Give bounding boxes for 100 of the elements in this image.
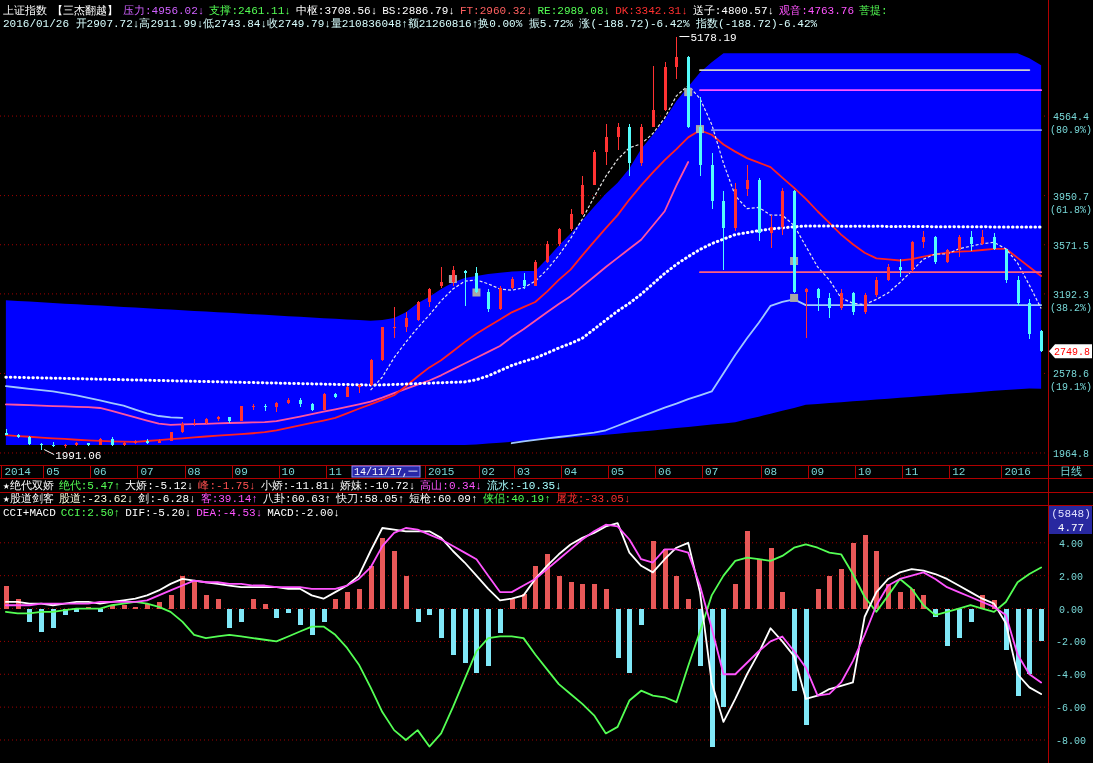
y-tick-label: -4.00 <box>1055 670 1087 682</box>
text: 客:39.14↑ <box>200 492 258 505</box>
bar <box>51 609 56 628</box>
bar <box>427 609 432 615</box>
note: 4.77 <box>1057 522 1085 534</box>
bar <box>674 576 679 609</box>
y-tick-label: 3950.7 (61.8%) <box>1049 191 1093 216</box>
bar <box>239 609 244 622</box>
bar <box>322 609 327 622</box>
x-tick-label: 02 <box>481 466 495 478</box>
x-tick-label: 10 <box>281 466 295 478</box>
y-tick-label: -8.00 <box>1055 735 1087 747</box>
bar <box>851 543 856 609</box>
text: 流水:-10.35↓ <box>486 479 562 492</box>
bar <box>39 609 44 632</box>
annotation: 中枢:3708.56↓ <box>295 4 378 17</box>
bar <box>945 609 950 646</box>
x-tick-label: 11 <box>328 466 343 478</box>
bar <box>569 582 574 609</box>
annotation: RE:2989.08↓ <box>537 5 611 17</box>
x-tick-label: 07 <box>140 466 154 478</box>
bar <box>721 609 726 707</box>
annotation: 菩提: <box>859 4 888 17</box>
bar <box>557 576 562 609</box>
note: 1991.06 <box>55 449 102 462</box>
bar <box>298 609 303 625</box>
bar <box>498 609 503 633</box>
text: 大娇:-5.12↓ <box>125 479 194 492</box>
bar <box>251 599 256 609</box>
text: 上证指数 <box>3 4 47 17</box>
y-tick-label: 3192.3 (38.2%) <box>1049 289 1093 314</box>
text: 娇妹:-10.72↓ <box>340 480 416 492</box>
bar <box>616 609 621 658</box>
bar <box>474 609 479 673</box>
bar <box>274 609 279 618</box>
bar <box>604 589 609 609</box>
annotation: 支撑:2461.11↓ <box>209 4 291 17</box>
x-tick-label: 04 <box>563 466 578 478</box>
bar <box>357 589 362 609</box>
annotation: DK:3342.31↓ <box>615 5 688 17</box>
bar <box>545 554 550 609</box>
bar <box>522 594 527 609</box>
bar <box>663 549 668 609</box>
bar <box>263 604 268 609</box>
text: 绝代:5.47↑ <box>58 480 121 492</box>
text: ★绝代双娇 <box>3 480 54 492</box>
x-tick-label: 2014 <box>4 466 32 478</box>
note: 2749.8 <box>1054 347 1090 359</box>
bar <box>486 609 491 666</box>
bar <box>804 609 809 725</box>
text: ★股道剑客 <box>3 492 54 505</box>
bar <box>816 589 821 609</box>
bar <box>98 609 103 612</box>
x-tick-label: 2015 <box>427 466 455 478</box>
bar <box>792 609 797 691</box>
x-tick-label: 05 <box>46 466 60 478</box>
bar <box>416 609 421 622</box>
text: 侠侣:40.19↑ <box>482 493 551 505</box>
y-tick-label: 0.00 <box>1058 604 1084 616</box>
text: 快刀:58.05↑ <box>335 492 405 505</box>
annotation: 压力:4956.02↓ <box>123 4 205 17</box>
chart-title: CCI+MACD <box>3 507 57 519</box>
bar <box>863 535 868 609</box>
bar <box>345 592 350 609</box>
bar <box>592 584 597 609</box>
note: 5178.19 <box>690 31 737 44</box>
legend: DIF:-5.20↓ <box>125 507 192 519</box>
bar <box>827 576 832 609</box>
bar <box>510 599 515 609</box>
text: 高山:0.34↓ <box>420 479 482 492</box>
y-tick-label: -6.00 <box>1055 703 1087 715</box>
bar <box>169 595 174 609</box>
y-tick-label: 3571.5 <box>1052 240 1090 252</box>
legend: DEA:-4.53↓ <box>196 507 263 519</box>
bar <box>451 609 456 655</box>
x-tick-label: 12 <box>952 466 966 478</box>
text: 峰:-1.75↓ <box>198 480 256 492</box>
bar <box>122 605 127 609</box>
bar <box>204 595 209 609</box>
y-axis-title: (5848) <box>1051 508 1091 520</box>
x-axis-title: 日线 <box>1060 465 1082 478</box>
x-tick-label: 06 <box>658 466 672 478</box>
x-tick-label: 06 <box>93 466 107 478</box>
annotation: 【三杰翻越】 <box>52 4 118 17</box>
bar <box>1027 609 1032 674</box>
bar <box>310 609 315 635</box>
bar <box>463 609 468 663</box>
x-tick-label: 09 <box>811 466 825 478</box>
annotation: BS:2886.79↓ <box>382 5 455 17</box>
x-tick-label: 11 <box>905 466 919 478</box>
text: 剑:-6.28↓ <box>138 493 196 505</box>
text: 小娇:-11.81↓ <box>260 479 336 492</box>
bar <box>780 592 785 609</box>
bar <box>769 548 774 609</box>
x-tick-label: 08 <box>763 466 778 478</box>
bar <box>404 576 409 609</box>
legend: CCI:2.50↑ <box>60 507 121 519</box>
x-tick-label: 03 <box>516 466 531 478</box>
note: 14/11/17,一 <box>354 467 418 478</box>
bar <box>369 566 374 609</box>
